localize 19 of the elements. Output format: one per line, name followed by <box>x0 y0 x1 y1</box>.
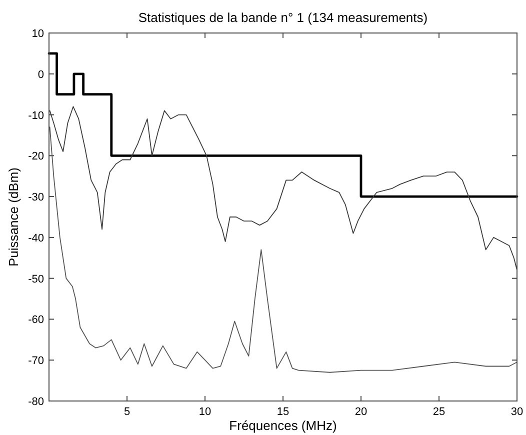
y-axis-title: Puissance (dBm) <box>6 168 21 266</box>
y-tick-label: -60 <box>28 314 44 326</box>
x-tick-label: 10 <box>198 406 212 418</box>
x-axis-title: Fréquences (MHz) <box>229 418 337 433</box>
y-tick-label: -30 <box>28 192 44 204</box>
x-tick-label: 15 <box>276 406 290 418</box>
y-tick-label: -80 <box>28 396 44 408</box>
y-tick-label: -40 <box>28 232 44 244</box>
y-tick-label: -70 <box>28 355 44 368</box>
x-tick-label: 5 <box>124 406 130 418</box>
y-tick-label: -50 <box>28 273 44 286</box>
y-tick-label: -10 <box>28 110 44 122</box>
x-tick-label: 25 <box>432 406 446 418</box>
y-tick-label: 10 <box>32 28 44 40</box>
y-tick-label: -20 <box>28 150 44 163</box>
y-tick-label: 0 <box>38 68 44 81</box>
chart-title: Statistiques de la bande n° 1 (134 measurements) <box>138 10 428 25</box>
x-tick-label: 20 <box>354 406 368 418</box>
x-tick-label: 30 <box>510 406 524 418</box>
